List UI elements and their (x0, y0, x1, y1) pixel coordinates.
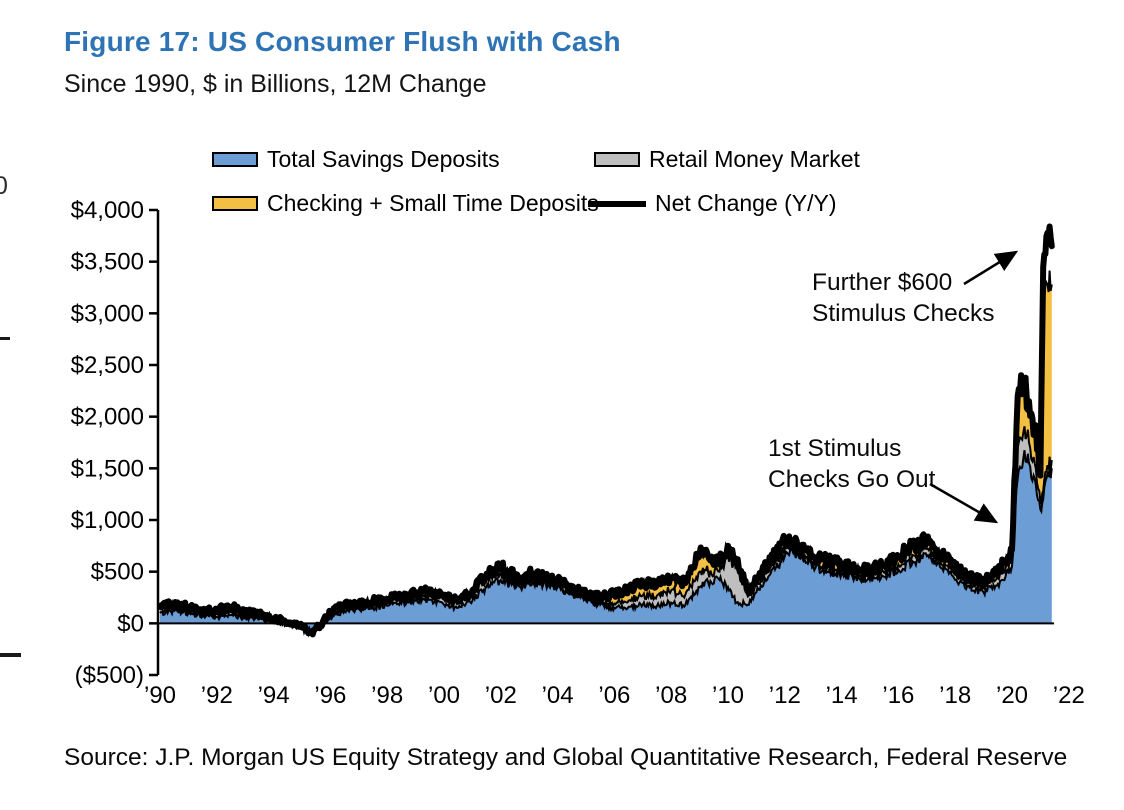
svg-text:$4,000: $4,000 (71, 197, 144, 224)
svg-text:Stimulus Checks: Stimulus Checks (812, 300, 994, 327)
svg-text:$3,000: $3,000 (71, 300, 144, 327)
legend-swatch-checking (212, 196, 258, 211)
edge-artifact-dash (0, 653, 21, 657)
svg-text:$500: $500 (91, 559, 144, 586)
legend-label-retail-money-market: Retail Money Market (649, 146, 860, 172)
legend-swatch-total-savings (212, 152, 258, 167)
figure-subtitle: Since 1990, $ in Billions, 12M Change (64, 70, 487, 98)
legend-label-checking: Checking + Small Time Deposits (267, 190, 599, 216)
svg-text:’00: ’00 (428, 682, 460, 709)
source-note: Source: J.P. Morgan US Equity Strategy a… (64, 744, 1068, 771)
svg-text:’20: ’20 (996, 682, 1028, 709)
svg-text:’96: ’96 (314, 682, 346, 709)
svg-text:$1,500: $1,500 (71, 455, 144, 482)
svg-text:’10: ’10 (712, 682, 744, 709)
legend-item-retail-money-market: Retail Money Market (594, 146, 860, 173)
svg-text:Further $600: Further $600 (812, 269, 952, 296)
legend-label-net-change: Net Change (Y/Y) (655, 190, 837, 216)
svg-text:($500): ($500) (75, 662, 144, 689)
legend-swatch-net-change-line (588, 200, 646, 207)
figure-title: Figure 17: US Consumer Flush with Cash (64, 26, 621, 57)
svg-text:1st Stimulus: 1st Stimulus (768, 435, 901, 462)
svg-text:’14: ’14 (826, 682, 858, 709)
svg-text:’12: ’12 (769, 682, 801, 709)
svg-text:’94: ’94 (258, 682, 290, 709)
edge-artifact-dash (0, 337, 10, 340)
svg-text:’08: ’08 (655, 682, 687, 709)
svg-text:$1,000: $1,000 (71, 507, 144, 534)
svg-text:’16: ’16 (882, 682, 914, 709)
legend-item-checking: Checking + Small Time Deposits (212, 190, 599, 217)
svg-text:’06: ’06 (598, 682, 630, 709)
legend-label-total-savings: Total Savings Deposits (267, 146, 500, 172)
svg-text:$2,500: $2,500 (71, 352, 144, 379)
svg-text:$3,500: $3,500 (71, 249, 144, 276)
svg-text:$2,000: $2,000 (71, 404, 144, 431)
svg-text:’02: ’02 (485, 682, 517, 709)
svg-text:$0: $0 (117, 610, 144, 637)
legend-item-net-change: Net Change (Y/Y) (588, 190, 837, 217)
svg-text:’98: ’98 (371, 682, 403, 709)
svg-text:’04: ’04 (542, 682, 574, 709)
svg-text:’22: ’22 (1053, 682, 1085, 709)
svg-text:’90: ’90 (144, 682, 176, 709)
edge-artifact-clipped-label: 0 (0, 172, 8, 200)
svg-text:’92: ’92 (201, 682, 233, 709)
svg-text:’18: ’18 (939, 682, 971, 709)
legend-swatch-retail-money-market (594, 152, 640, 167)
legend-item-total-savings: Total Savings Deposits (212, 146, 500, 173)
svg-text:Checks Go Out: Checks Go Out (768, 466, 936, 493)
